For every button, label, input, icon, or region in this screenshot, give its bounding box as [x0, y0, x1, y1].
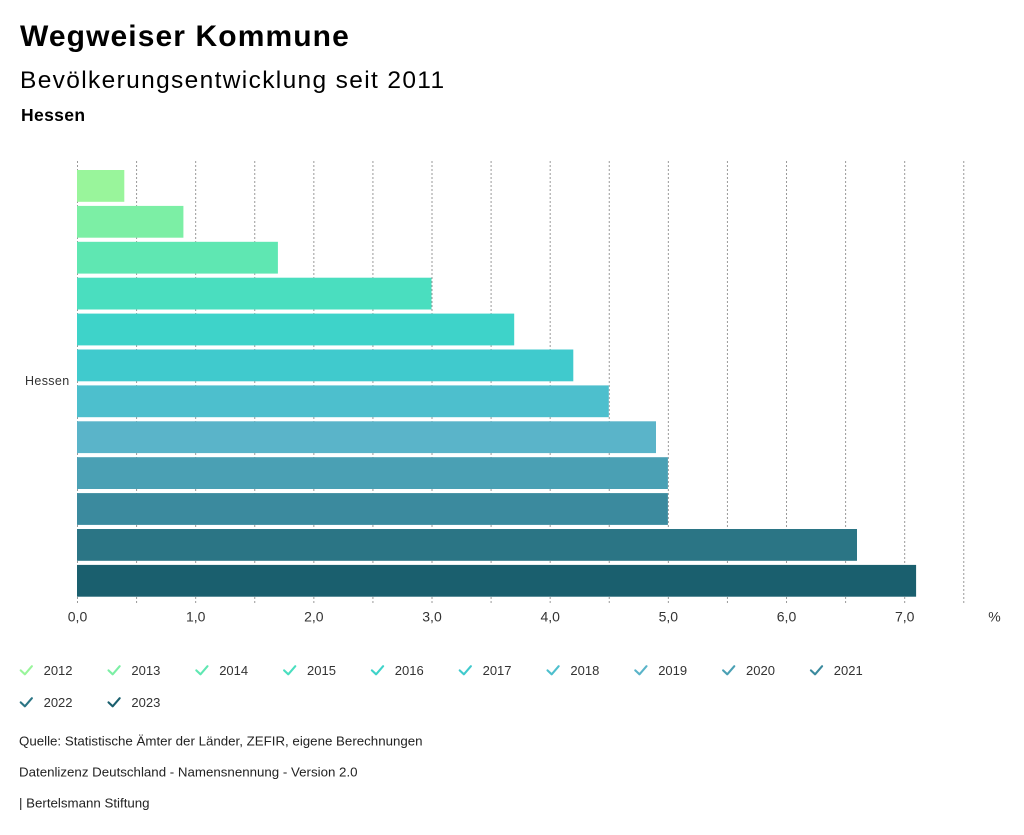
- svg-text:5,0: 5,0: [659, 609, 679, 625]
- svg-text:4,0: 4,0: [540, 609, 560, 625]
- svg-text:2022: 2022: [44, 695, 73, 710]
- svg-text:Hessen: Hessen: [25, 374, 69, 388]
- svg-text:Quelle: Statistische Ämter der: Quelle: Statistische Ämter der Länder, Z…: [19, 734, 423, 749]
- svg-text:2015: 2015: [307, 663, 336, 678]
- svg-text:2017: 2017: [483, 663, 512, 678]
- svg-text:2,0: 2,0: [304, 609, 324, 625]
- svg-text:Datenlizenz Deutschland - Name: Datenlizenz Deutschland - Namensnennung …: [19, 765, 358, 780]
- svg-text:2016: 2016: [395, 663, 424, 678]
- svg-text:2021: 2021: [834, 663, 863, 678]
- svg-text:7,0: 7,0: [895, 609, 915, 625]
- svg-text:6,0: 6,0: [777, 609, 797, 625]
- svg-text:2019: 2019: [658, 663, 687, 678]
- svg-text:2020: 2020: [746, 663, 775, 678]
- svg-text:2012: 2012: [44, 663, 73, 678]
- svg-text:1,0: 1,0: [186, 609, 206, 625]
- svg-text:2013: 2013: [131, 663, 160, 678]
- svg-text:| Bertelsmann Stiftung: | Bertelsmann Stiftung: [19, 796, 150, 811]
- svg-text:2018: 2018: [570, 663, 599, 678]
- svg-text:2023: 2023: [131, 695, 160, 710]
- svg-text:2014: 2014: [219, 663, 248, 678]
- svg-text:%: %: [988, 609, 1000, 625]
- svg-text:3,0: 3,0: [422, 609, 442, 625]
- svg-text:0,0: 0,0: [68, 609, 88, 625]
